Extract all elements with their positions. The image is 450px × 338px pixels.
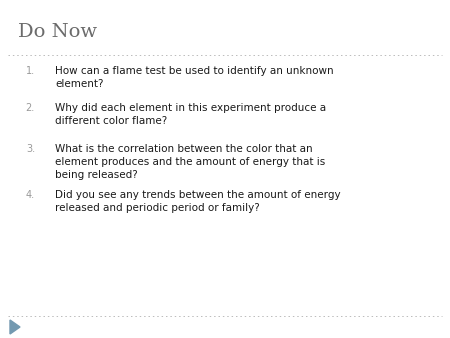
Text: 3.: 3. (26, 144, 35, 154)
Text: Do Now: Do Now (18, 23, 97, 41)
Text: How can a flame test be used to identify an unknown: How can a flame test be used to identify… (55, 66, 333, 76)
Text: being released?: being released? (55, 170, 138, 180)
Text: 2.: 2. (26, 103, 35, 113)
Text: different color flame?: different color flame? (55, 116, 167, 126)
Polygon shape (10, 320, 20, 334)
Text: released and periodic period or family?: released and periodic period or family? (55, 203, 260, 213)
Text: element?: element? (55, 79, 104, 89)
Text: 1.: 1. (26, 66, 35, 76)
Text: Did you see any trends between the amount of energy: Did you see any trends between the amoun… (55, 190, 341, 200)
Text: What is the correlation between the color that an: What is the correlation between the colo… (55, 144, 313, 154)
Text: Why did each element in this experiment produce a: Why did each element in this experiment … (55, 103, 326, 113)
Text: element produces and the amount of energy that is: element produces and the amount of energ… (55, 157, 325, 167)
Text: 4.: 4. (26, 190, 35, 200)
